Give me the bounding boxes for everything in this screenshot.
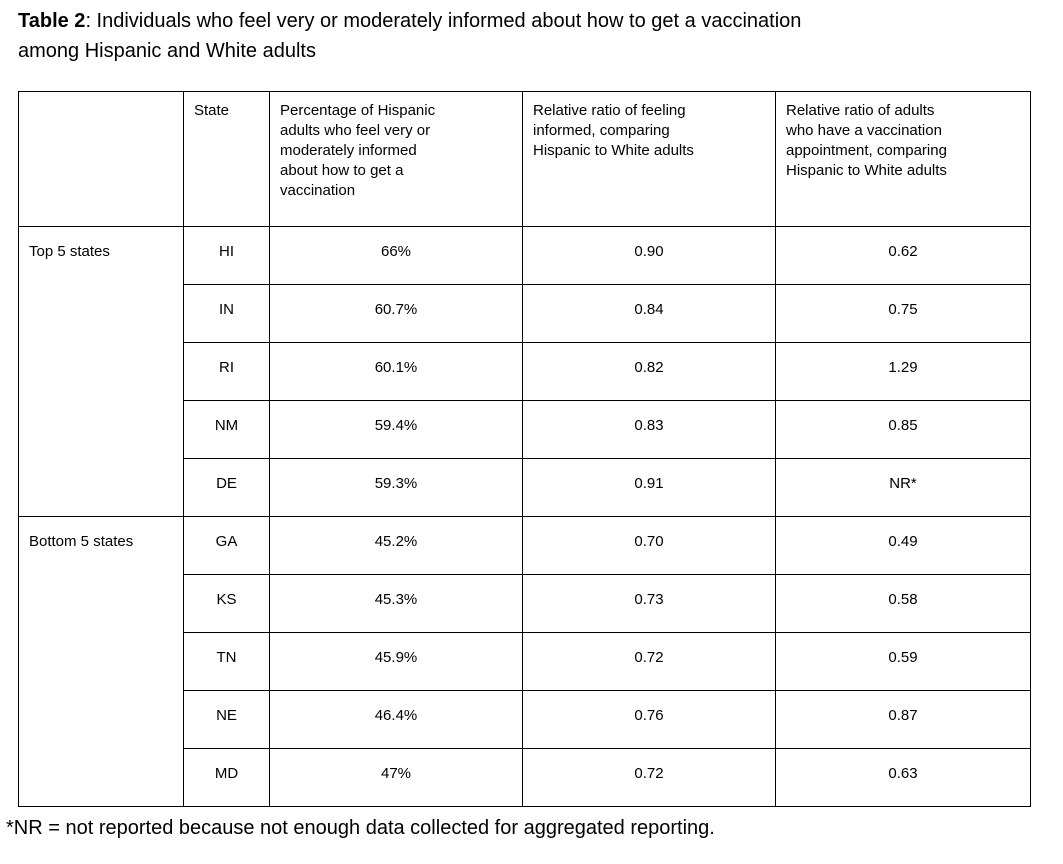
ratio-informed-cell: 0.72 — [522, 632, 776, 691]
ratio-appointment-cell: 0.62 — [775, 226, 1031, 285]
ratio-informed-cell: 0.91 — [522, 458, 776, 517]
footnote: *NR = not reported because not enough da… — [6, 817, 715, 839]
state-cell: HI — [183, 226, 270, 285]
title-text: : Individuals who feel very or moderatel… — [18, 10, 802, 62]
table-row: NM 59.4% 0.83 0.85 — [19, 400, 1031, 459]
percentage-cell: 45.2% — [269, 516, 523, 575]
table-row: Top 5 states HI 66% 0.90 0.62 — [18, 226, 1031, 517]
table-row: IN 60.7% 0.84 0.75 — [19, 284, 1031, 343]
percentage-cell: 47% — [269, 748, 523, 807]
table-number-label: Table 2 — [18, 10, 86, 32]
ratio-appointment-cell: 0.59 — [775, 632, 1031, 691]
ratio-appointment-cell: 0.49 — [775, 516, 1031, 575]
ratio-informed-cell: 0.83 — [522, 400, 776, 459]
ratio-appointment-cell: 1.29 — [775, 342, 1031, 401]
ratio-informed-cell: 0.76 — [522, 690, 776, 749]
state-cell: NE — [183, 690, 270, 749]
state-cell: TN — [183, 632, 270, 691]
state-cell: RI — [183, 342, 270, 401]
percentage-cell: 59.3% — [269, 458, 523, 517]
percentage-cell: 60.1% — [269, 342, 523, 401]
ratio-informed-cell: 0.90 — [522, 226, 776, 285]
percentage-cell: 59.4% — [269, 400, 523, 459]
ratio-appointment-cell: 0.63 — [775, 748, 1031, 807]
state-cell: IN — [183, 284, 270, 343]
table-row: RI 60.1% 0.82 1.29 — [19, 342, 1031, 401]
table-row: MD 47% 0.72 0.63 — [19, 748, 1031, 807]
column-header-group — [18, 91, 184, 227]
ratio-appointment-cell: 0.87 — [775, 690, 1031, 749]
state-cell: NM — [183, 400, 270, 459]
table-row: Bottom 5 states GA 45.2% 0.70 0.49 — [18, 516, 1031, 807]
state-cell: DE — [183, 458, 270, 517]
table-header-row: State Percentage of Hispanic adults who … — [18, 91, 1031, 227]
column-header-ratio-informed: Relative ratio of feeling informed, comp… — [522, 91, 776, 227]
ratio-informed-cell: 0.84 — [522, 284, 776, 343]
row-group-label-top5: Top 5 states — [18, 226, 184, 517]
ratio-appointment-cell: 0.85 — [775, 400, 1031, 459]
percentage-cell: 60.7% — [269, 284, 523, 343]
page-title: Table 2: Individuals who feel very or mo… — [18, 6, 1046, 66]
percentage-cell: 45.9% — [269, 632, 523, 691]
state-cell: KS — [183, 574, 270, 633]
ratio-appointment-cell: 0.58 — [775, 574, 1031, 633]
table-row: DE 59.3% 0.91 NR* — [19, 458, 1031, 517]
percentage-cell: 46.4% — [269, 690, 523, 749]
table-2: State Percentage of Hispanic adults who … — [18, 91, 1031, 807]
ratio-informed-cell: 0.70 — [522, 516, 776, 575]
ratio-informed-cell: 0.72 — [522, 748, 776, 807]
state-cell: MD — [183, 748, 270, 807]
state-cell: GA — [183, 516, 270, 575]
table-row: KS 45.3% 0.73 0.58 — [19, 574, 1031, 633]
column-header-percentage-informed: Percentage of Hispanic adults who feel v… — [269, 91, 523, 227]
ratio-informed-cell: 0.73 — [522, 574, 776, 633]
column-header-state: State — [183, 91, 270, 227]
table-row: NE 46.4% 0.76 0.87 — [19, 690, 1031, 749]
table-row: TN 45.9% 0.72 0.59 — [19, 632, 1031, 691]
ratio-appointment-cell: NR* — [775, 458, 1031, 517]
row-group-label-bottom5: Bottom 5 states — [18, 516, 184, 807]
ratio-appointment-cell: 0.75 — [775, 284, 1031, 343]
column-header-ratio-appointment: Relative ratio of adults who have a vacc… — [775, 91, 1031, 227]
ratio-informed-cell: 0.82 — [522, 342, 776, 401]
percentage-cell: 45.3% — [269, 574, 523, 633]
percentage-cell: 66% — [269, 226, 523, 285]
